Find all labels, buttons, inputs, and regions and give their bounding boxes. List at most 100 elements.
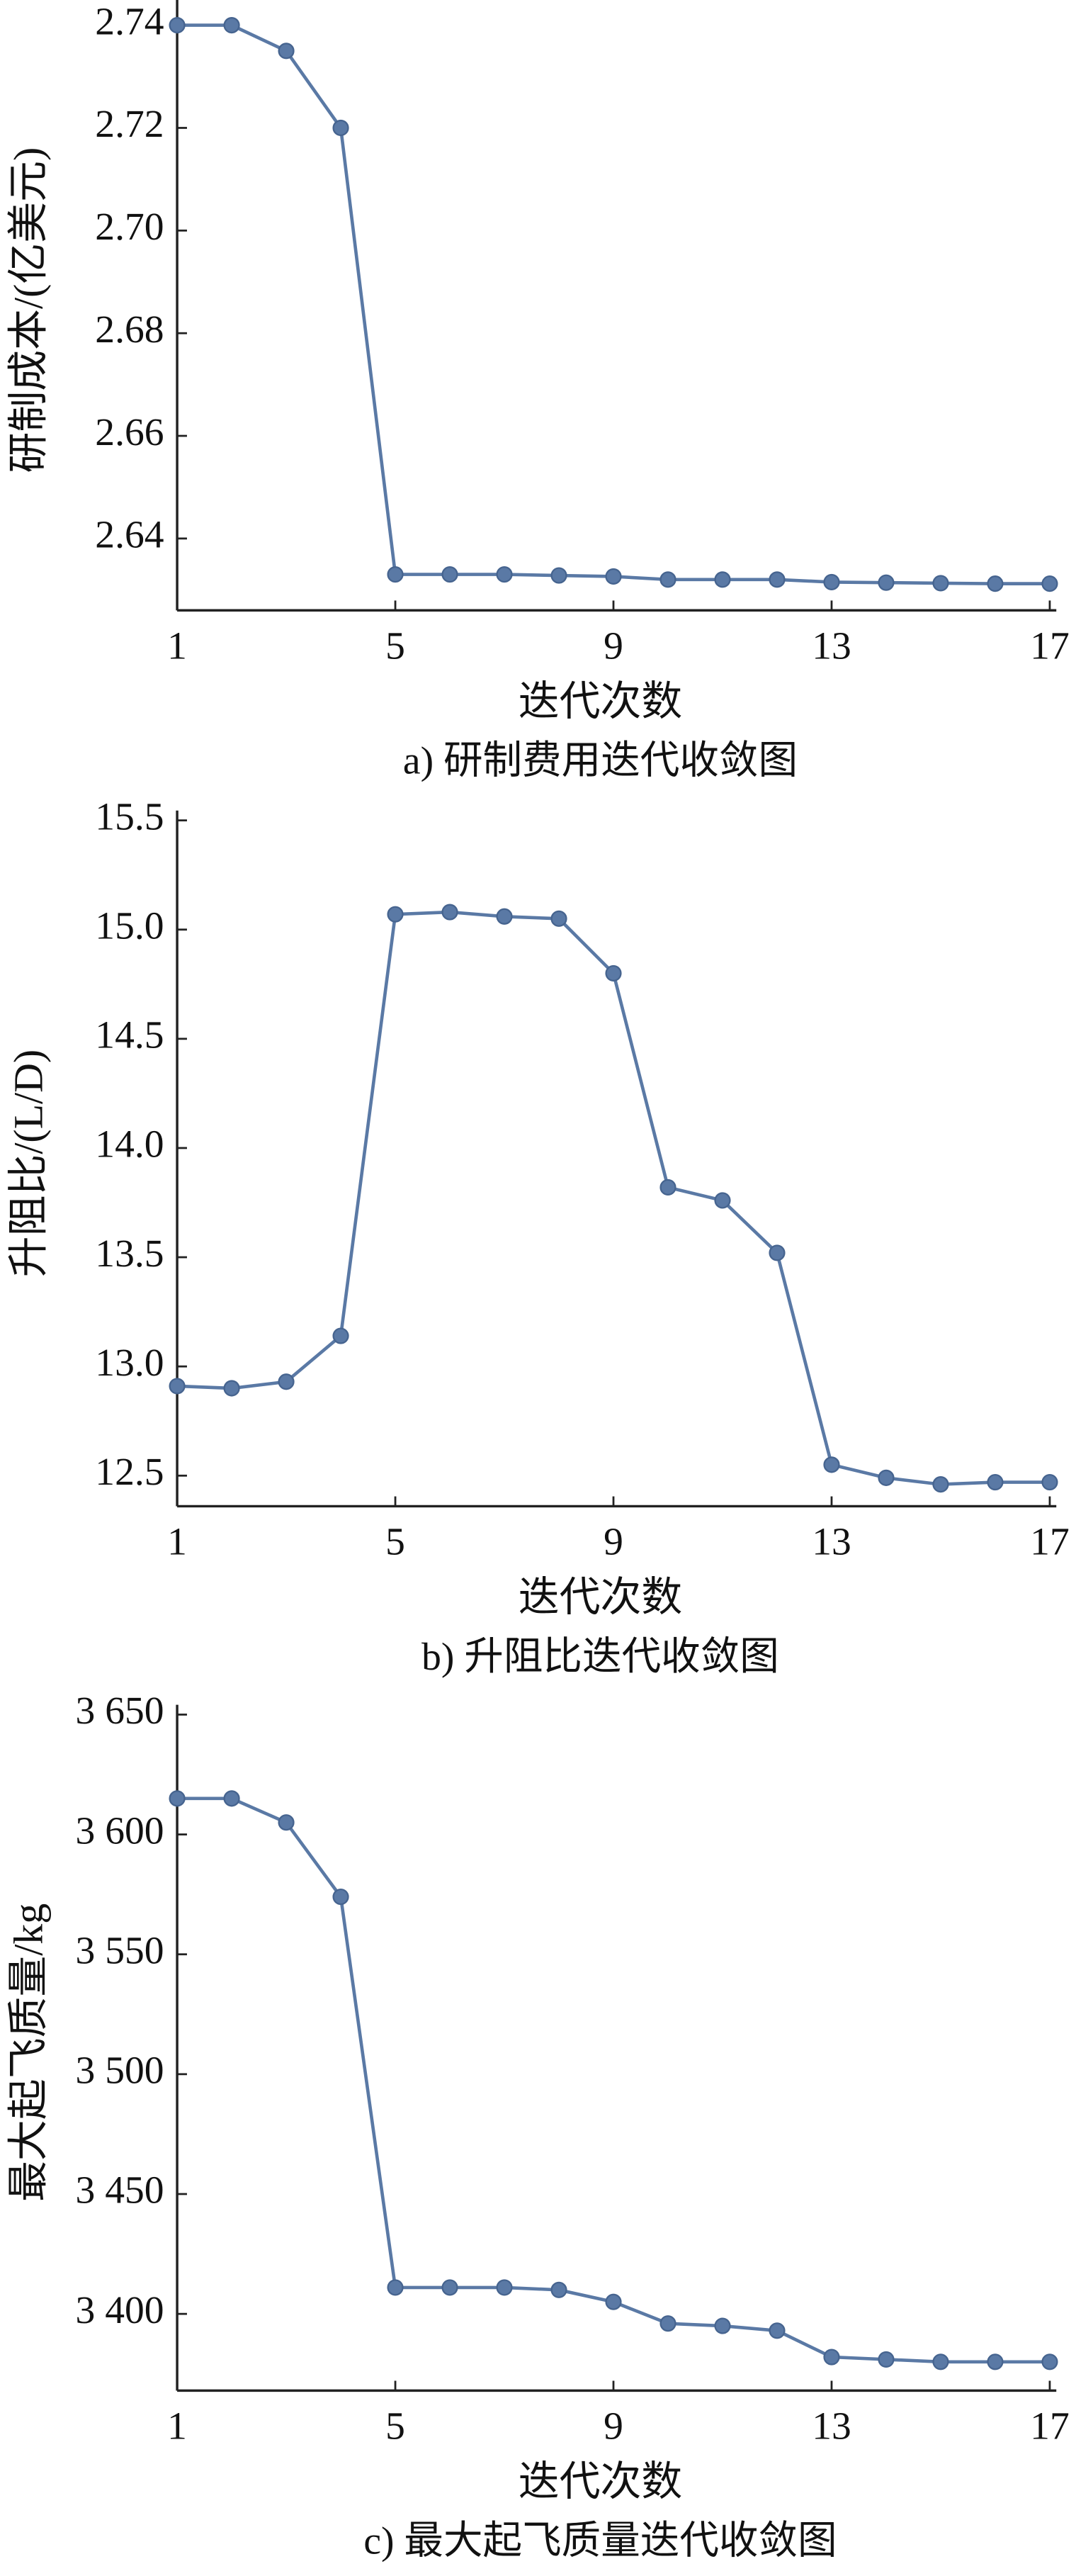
y-tick-label: 3 600 bbox=[76, 1809, 164, 1852]
data-point bbox=[387, 2279, 404, 2296]
data-point bbox=[659, 1179, 676, 1196]
x-axis-title: 迭代次数 bbox=[519, 1574, 683, 1620]
data-point bbox=[714, 1192, 731, 1209]
x-tick-label: 17 bbox=[1030, 2405, 1070, 2448]
data-point bbox=[387, 906, 404, 923]
data-point bbox=[387, 566, 404, 583]
data-point bbox=[169, 1790, 186, 1807]
data-point bbox=[878, 2351, 895, 2368]
data-point bbox=[550, 910, 567, 927]
data-point bbox=[278, 1373, 295, 1390]
data-point bbox=[823, 1456, 840, 1473]
y-tick-label: 3 400 bbox=[76, 2288, 164, 2332]
y-tick-label: 12.5 bbox=[95, 1450, 164, 1494]
chart-panel: 12.5 13.0 13.5 14.0 14.5 15.0 15.5 1 5 9 13 17 迭代次数 b… bbox=[6, 794, 1070, 1678]
caption: c) 最大起飞质量迭代收敛图 bbox=[363, 2519, 837, 2563]
y-tick-label: 2.70 bbox=[95, 205, 164, 249]
data-point bbox=[769, 2322, 786, 2339]
data-point bbox=[987, 1473, 1004, 1491]
data-point bbox=[278, 43, 295, 60]
y-tick-label: 15.5 bbox=[95, 794, 164, 838]
x-axis-title: 迭代次数 bbox=[519, 2458, 683, 2504]
y-tick-label: 3 500 bbox=[76, 2049, 164, 2093]
data-point bbox=[223, 1790, 240, 1807]
data-point bbox=[223, 17, 240, 34]
data-point bbox=[659, 2315, 676, 2332]
data-point bbox=[987, 2353, 1004, 2370]
x-tick-label: 1 bbox=[167, 2405, 187, 2448]
data-point bbox=[496, 908, 513, 925]
data-point bbox=[332, 1888, 349, 1906]
y-tick-label: 2.66 bbox=[95, 410, 164, 454]
data-point bbox=[332, 119, 349, 137]
y-tick-label: 2.64 bbox=[95, 513, 164, 557]
x-tick-label: 1 bbox=[167, 624, 187, 668]
data-point bbox=[714, 571, 731, 588]
data-point bbox=[769, 571, 786, 588]
y-tick-label: 2.74 bbox=[95, 0, 164, 43]
data-point bbox=[1041, 2353, 1058, 2370]
x-tick-label: 13 bbox=[812, 1520, 851, 1564]
data-point bbox=[878, 1469, 895, 1486]
x-tick-label: 9 bbox=[604, 1520, 623, 1564]
x-tick-label: 13 bbox=[812, 2405, 851, 2448]
data-point bbox=[441, 566, 458, 583]
x-tick-label: 5 bbox=[385, 1520, 405, 1564]
data-point bbox=[605, 568, 622, 585]
y-tick-label: 3 550 bbox=[76, 1928, 164, 1972]
data-point bbox=[496, 566, 513, 583]
y-axis-title: 研制成本/(亿美元) bbox=[6, 147, 52, 473]
data-point bbox=[823, 2349, 840, 2366]
x-tick-label: 9 bbox=[604, 2405, 623, 2448]
data-point bbox=[169, 17, 186, 34]
data-point bbox=[714, 2317, 731, 2334]
data-point bbox=[550, 567, 567, 584]
data-point bbox=[223, 1380, 240, 1397]
y-tick-label: 15.0 bbox=[95, 904, 164, 948]
data-point bbox=[932, 575, 949, 592]
y-tick-label: 2.72 bbox=[95, 102, 164, 146]
y-tick-label: 14.5 bbox=[95, 1013, 164, 1057]
data-point bbox=[659, 571, 676, 588]
y-axis-title: 最大起飞质量/kg bbox=[6, 1903, 52, 2202]
x-tick-label: 17 bbox=[1030, 624, 1070, 668]
data-point bbox=[932, 2353, 949, 2370]
data-point bbox=[769, 1244, 786, 1261]
x-tick-label: 13 bbox=[812, 624, 851, 668]
x-axis-title: 迭代次数 bbox=[519, 678, 683, 724]
x-tick-label: 17 bbox=[1030, 1520, 1070, 1564]
data-point bbox=[332, 1327, 349, 1344]
data-point bbox=[823, 573, 840, 591]
data-point bbox=[605, 964, 622, 982]
series-line bbox=[177, 23, 1050, 585]
y-tick-label: 14.0 bbox=[95, 1123, 164, 1166]
data-point bbox=[441, 904, 458, 921]
x-tick-label: 1 bbox=[167, 1520, 187, 1564]
x-tick-label: 9 bbox=[604, 624, 623, 668]
chart-panel: 2.64 2.66 2.68 2.70 2.72 2.74 1 5 9 13 17 迭代次数 a) 研制… bbox=[6, 0, 1070, 783]
data-point bbox=[441, 2279, 458, 2296]
caption: a) 研制费用迭代收敛图 bbox=[403, 739, 798, 783]
data-point bbox=[550, 2281, 567, 2298]
data-point bbox=[278, 1814, 295, 1831]
data-point bbox=[1041, 1473, 1058, 1491]
series-line bbox=[176, 910, 1050, 1486]
data-point bbox=[1041, 575, 1058, 592]
data-point bbox=[496, 2279, 513, 2296]
data-point bbox=[605, 2293, 622, 2310]
y-tick-label: 3 650 bbox=[76, 1689, 164, 1733]
caption: b) 升阻比迭代收敛图 bbox=[421, 1635, 779, 1679]
y-axis-title: 升阻比/(L/D) bbox=[6, 1050, 52, 1277]
x-tick-label: 5 bbox=[385, 2405, 405, 2448]
chart-panel: 3 400 3 450 3 500 3 550 3 600 3 650 1 5 9 13 17 迭代次… bbox=[6, 1689, 1070, 2563]
data-point bbox=[169, 1378, 186, 1395]
y-tick-label: 13.5 bbox=[95, 1232, 164, 1276]
y-tick-label: 13.0 bbox=[95, 1341, 164, 1385]
y-tick-label: 2.68 bbox=[95, 308, 164, 351]
series-line bbox=[177, 1796, 1050, 2364]
data-point bbox=[878, 574, 895, 591]
x-tick-label: 5 bbox=[385, 624, 405, 668]
data-point bbox=[932, 1476, 949, 1493]
